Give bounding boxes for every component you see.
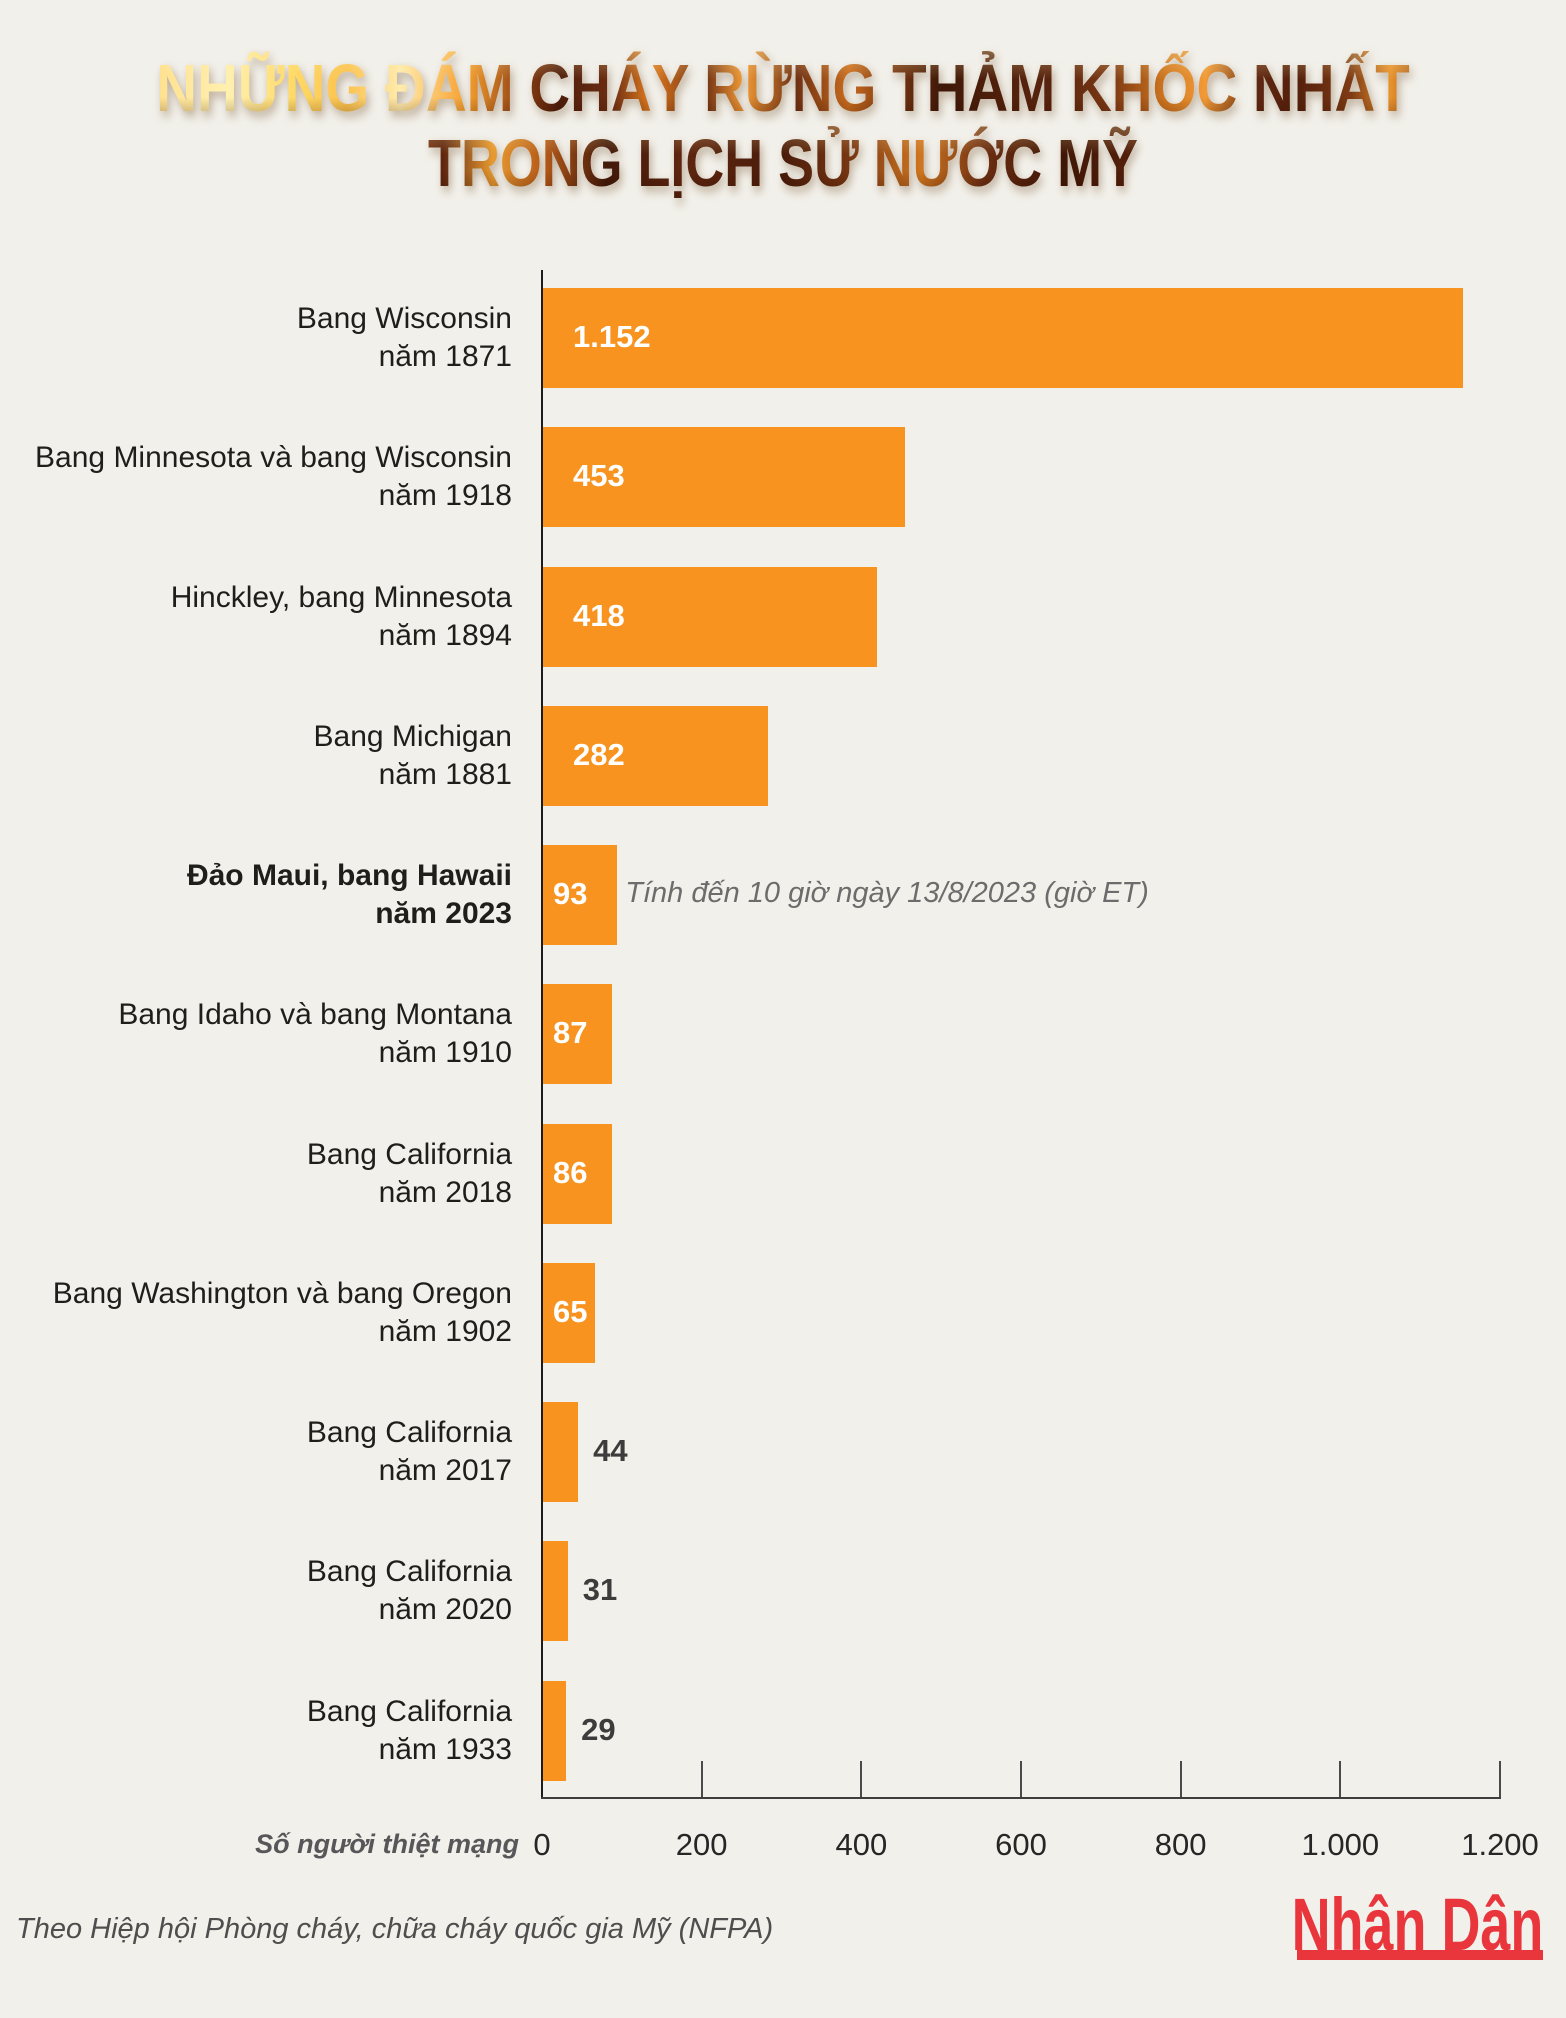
bar: [543, 845, 618, 945]
source-note: Theo Hiệp hội Phòng cháy, chữa cháy quốc…: [16, 1913, 774, 1945]
row-label-line2: năm 2018: [378, 1175, 512, 1209]
row-label-line2: năm 1902: [378, 1314, 512, 1348]
bar-value: 86: [553, 1154, 588, 1190]
bar-value: 418: [573, 597, 625, 633]
row-label-line1: Bang California: [306, 1137, 512, 1171]
bar: [543, 288, 1463, 388]
bar: [543, 1541, 568, 1642]
y-axis-line: [541, 270, 543, 1799]
bar-value: 29: [581, 1711, 616, 1747]
row-label: Bang Wisconsin năm 1871: [16, 300, 512, 376]
row-label-line2: năm 1910: [378, 1036, 512, 1070]
row-label: Bang Washington và bang Oregon năm 1902: [16, 1275, 512, 1351]
row-label-line2: năm 2017: [378, 1454, 512, 1487]
bar-value: 87: [553, 1015, 588, 1051]
bar: [543, 1402, 579, 1502]
row-label-line1: Bang California: [306, 1555, 512, 1589]
x-axis-tick-label: 800: [1154, 1827, 1207, 1862]
nhandan-logo-text: Nhân Dân: [1291, 1883, 1543, 1966]
x-axis-tick-label: 400: [835, 1827, 888, 1862]
row-label-line2: năm 1881: [378, 757, 512, 791]
bar-value: 31: [582, 1572, 618, 1608]
row-label: Bang California năm 2020: [16, 1553, 512, 1629]
row-label-line1: Bang California: [306, 1416, 512, 1449]
x-axis-tick-label: 1.000: [1301, 1827, 1380, 1862]
bar: [543, 1680, 567, 1781]
bar: [543, 427, 905, 528]
row-label-line2: năm 1933: [378, 1732, 512, 1766]
row-label-line2: năm 2020: [378, 1593, 512, 1627]
x-axis-tick-label: 1.200: [1461, 1827, 1539, 1862]
row-label-line1: Đảo Maui, bang Hawaii: [186, 859, 512, 892]
chart-title: NHỮNG ĐÁM CHÁY RỪNG THẢM KHỐC NHẤT TRONG…: [0, 51, 1566, 201]
row-label-line1: Bang Washington và bang Oregon: [52, 1276, 512, 1310]
bar-value: 1.152: [573, 319, 651, 354]
x-axis-tick-label: 600: [995, 1827, 1047, 1862]
row-label: Bang Idaho và bang Montana năm 1910: [16, 996, 512, 1072]
bar: [543, 566, 877, 667]
row-label-line1: Bang Michigan: [313, 719, 512, 753]
x-axis-tick: [860, 1761, 863, 1797]
row-label: Bang California năm 2018: [16, 1136, 512, 1212]
bar-value: 282: [573, 736, 625, 772]
row-label-line2: năm 1871: [378, 340, 512, 373]
x-axis-tick: [700, 1761, 703, 1797]
x-axis-tick-label: 200: [675, 1827, 728, 1862]
row-label-line1: Hinckley, bang Minnesota: [170, 580, 512, 614]
annotation: Tính đến 10 giờ ngày 13/8/2023 (giờ ET): [625, 877, 1149, 909]
bar: [543, 1262, 595, 1363]
x-axis-tick: [1020, 1761, 1022, 1797]
row-label-line1: Bang Minnesota và bang Wisconsin: [35, 441, 512, 475]
row-label-line2: năm 2023: [375, 897, 512, 930]
row-label: Bang California năm 2017: [16, 1414, 512, 1490]
bar-value: 44: [593, 1433, 628, 1468]
row-label: Hinckley, bang Minnesota năm 1894: [16, 579, 512, 655]
x-axis-tick: [1179, 1761, 1182, 1797]
row-label-line1: Bang Wisconsin: [296, 302, 512, 335]
x-axis-tick-label: 0: [533, 1827, 551, 1862]
row-label: Bang Minnesota và bang Wisconsin năm 1918: [16, 439, 512, 515]
row-label: Bang California năm 1933: [16, 1693, 512, 1769]
x-axis-line: [541, 1797, 1501, 1799]
row-label-line2: năm 1894: [378, 618, 512, 652]
row-label-line1: Bang Idaho và bang Montana: [118, 998, 512, 1032]
bar: [543, 705, 769, 806]
bar: [543, 1123, 612, 1224]
row-label-line1: Bang California: [306, 1694, 512, 1728]
nhandan-logo-underline: [1297, 1950, 1543, 1960]
bar-value: 65: [553, 1293, 588, 1329]
x-axis-tick: [1499, 1761, 1501, 1797]
row-label-line2: năm 1918: [378, 479, 512, 513]
row-label: Bang Michigan năm 1881: [16, 718, 512, 794]
bar: [543, 984, 613, 1085]
x-axis-label: Số người thiệt mạng: [255, 1829, 519, 1859]
row-label: Đảo Maui, bang Hawaii năm 2023: [16, 857, 512, 933]
x-axis-tick: [1339, 1761, 1342, 1797]
nhandan-logo: Nhân Dân: [1198, 1888, 1543, 1962]
chart-title-line2: TRONG LỊCH SỬ NƯỚC MỸ: [153, 126, 1413, 201]
chart-title-line1: NHỮNG ĐÁM CHÁY RỪNG THẢM KHỐC NHẤT: [122, 51, 1444, 126]
bar-value: 453: [573, 458, 625, 494]
bar-value: 93: [553, 876, 588, 911]
